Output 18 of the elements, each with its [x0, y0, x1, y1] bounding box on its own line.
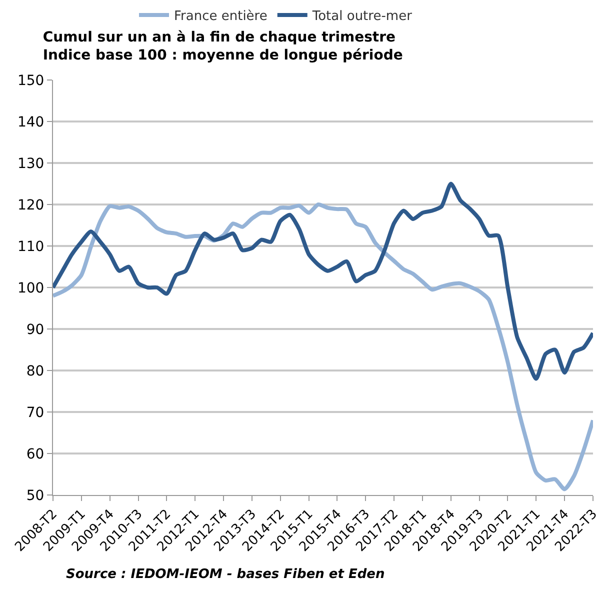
y-tick-label: 50 — [26, 488, 44, 504]
y-tick-label: 60 — [26, 446, 44, 462]
source-note: Source : IEDOM-IEOM - bases Fiben et Eden — [66, 567, 385, 582]
y-tick-label: 80 — [26, 363, 44, 380]
y-tick-label: 150 — [17, 72, 44, 89]
line-series — [53, 182, 593, 381]
y-tick-label: 70 — [26, 404, 44, 421]
legend-label: France entière — [174, 9, 268, 24]
y-tick-label: 110 — [17, 238, 44, 255]
chart-title: Cumul sur un an à la fin de chaque trimestre — [42, 29, 396, 46]
y-tick-label: 90 — [26, 322, 44, 338]
legend-label: Total outre-mer — [311, 9, 413, 24]
y-tick-label: 130 — [17, 156, 44, 172]
y-tick-label: 100 — [17, 280, 44, 296]
chart-subtitle: Indice base 100 : moyenne de longue période — [42, 48, 403, 64]
line-series — [53, 202, 593, 492]
y-tick-label: 140 — [17, 114, 44, 130]
y-tick-label: 120 — [17, 197, 44, 214]
